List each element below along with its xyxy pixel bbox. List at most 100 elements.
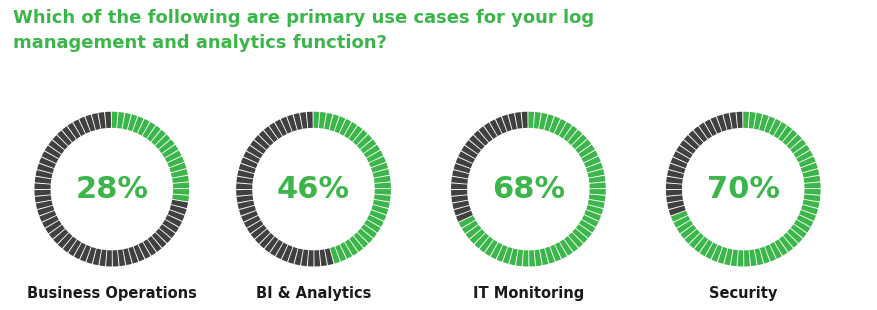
Wedge shape [770, 242, 782, 259]
Wedge shape [238, 170, 254, 179]
Wedge shape [503, 247, 512, 264]
Wedge shape [349, 236, 363, 252]
Wedge shape [142, 122, 155, 139]
Wedge shape [133, 245, 145, 261]
Wedge shape [794, 220, 810, 232]
Wedge shape [470, 229, 485, 244]
Wedge shape [575, 140, 591, 153]
Wedge shape [667, 177, 683, 184]
Wedge shape [360, 140, 376, 153]
Wedge shape [588, 176, 605, 183]
Wedge shape [573, 228, 588, 243]
Wedge shape [779, 126, 792, 142]
Wedge shape [804, 182, 821, 188]
Wedge shape [239, 206, 256, 215]
Wedge shape [173, 189, 189, 195]
Wedge shape [374, 189, 391, 195]
Wedge shape [523, 250, 528, 267]
Wedge shape [589, 182, 606, 188]
Wedge shape [589, 189, 606, 195]
Wedge shape [250, 140, 266, 154]
Wedge shape [339, 119, 352, 136]
Wedge shape [586, 163, 602, 172]
Wedge shape [251, 225, 267, 239]
Wedge shape [588, 169, 604, 178]
Wedge shape [45, 146, 61, 158]
Wedge shape [755, 248, 763, 265]
Wedge shape [288, 247, 297, 264]
Wedge shape [138, 119, 150, 136]
Wedge shape [588, 194, 605, 202]
Wedge shape [307, 112, 313, 128]
Wedge shape [567, 130, 582, 145]
Wedge shape [540, 248, 548, 265]
Wedge shape [456, 157, 473, 168]
Wedge shape [564, 126, 577, 142]
Wedge shape [459, 151, 475, 163]
Wedge shape [172, 194, 189, 202]
Wedge shape [93, 249, 101, 265]
Wedge shape [699, 122, 712, 139]
Wedge shape [264, 126, 278, 142]
Wedge shape [515, 112, 523, 129]
Wedge shape [765, 245, 776, 261]
Wedge shape [799, 157, 816, 167]
Wedge shape [319, 250, 327, 266]
Wedge shape [155, 135, 170, 149]
Wedge shape [160, 224, 175, 238]
Wedge shape [479, 126, 493, 142]
Wedge shape [364, 220, 381, 232]
Wedge shape [534, 112, 541, 129]
Wedge shape [68, 122, 81, 139]
Wedge shape [453, 201, 469, 209]
Wedge shape [490, 242, 503, 259]
Wedge shape [534, 250, 542, 266]
Wedge shape [147, 236, 161, 252]
Wedge shape [105, 112, 111, 128]
Wedge shape [247, 220, 263, 233]
Wedge shape [39, 211, 56, 222]
Wedge shape [782, 130, 797, 145]
Wedge shape [454, 206, 471, 215]
Wedge shape [171, 169, 188, 178]
Wedge shape [165, 150, 182, 162]
Wedge shape [314, 112, 319, 128]
Wedge shape [172, 176, 189, 183]
Wedge shape [788, 228, 802, 243]
Wedge shape [674, 216, 690, 228]
Wedge shape [496, 245, 508, 262]
Wedge shape [667, 195, 683, 202]
Text: 70%: 70% [707, 175, 780, 204]
Wedge shape [509, 113, 517, 130]
Wedge shape [802, 169, 819, 178]
Wedge shape [269, 122, 282, 139]
Wedge shape [92, 113, 100, 130]
Wedge shape [46, 220, 61, 233]
Wedge shape [42, 216, 59, 228]
Wedge shape [132, 116, 144, 133]
Wedge shape [49, 225, 65, 239]
Wedge shape [361, 224, 377, 238]
Wedge shape [118, 112, 125, 129]
Wedge shape [462, 220, 478, 233]
Wedge shape [35, 177, 52, 184]
Wedge shape [246, 146, 263, 158]
Text: BI & Analytics: BI & Analytics [256, 286, 371, 301]
Wedge shape [737, 112, 743, 128]
Wedge shape [694, 126, 708, 142]
Wedge shape [300, 112, 308, 129]
Wedge shape [803, 194, 820, 202]
Wedge shape [783, 232, 798, 248]
Wedge shape [357, 135, 372, 149]
Wedge shape [774, 122, 787, 139]
Wedge shape [676, 146, 693, 158]
Text: IT Monitoring: IT Monitoring [473, 286, 584, 301]
Wedge shape [270, 240, 283, 256]
Wedge shape [334, 116, 346, 133]
Wedge shape [489, 119, 502, 136]
Wedge shape [465, 140, 481, 154]
Wedge shape [717, 247, 727, 264]
Wedge shape [147, 126, 160, 142]
Wedge shape [330, 247, 340, 264]
Text: 28%: 28% [75, 175, 148, 204]
